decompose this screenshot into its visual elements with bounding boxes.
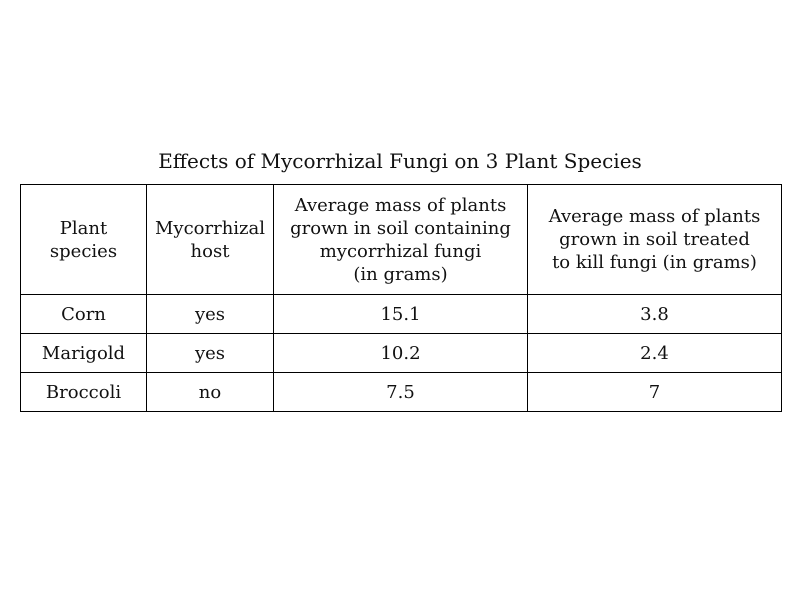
table-cell: 10.2	[273, 333, 528, 373]
header-cell-mass-fungi-killed: Average mass of plants grown in soil tre…	[527, 184, 782, 295]
table-cell: Broccoli	[20, 372, 147, 412]
data-table: Plant species Mycorrhizal host Average m…	[20, 184, 782, 412]
header-label: Average mass of plants grown in soil tre…	[548, 206, 761, 273]
table-row: Marigold yes 10.2 2.4	[20, 333, 782, 373]
table-cell: 7.5	[273, 372, 528, 412]
header-label: Average mass of plants grown in soil con…	[290, 194, 511, 285]
table-cell: 15.1	[273, 294, 528, 334]
table-cell: 7	[527, 372, 782, 412]
table-cell: Corn	[20, 294, 147, 334]
table-title: Effects of Mycorrhizal Fungi on 3 Plant …	[158, 149, 642, 173]
header-cell-plant-species: Plant species	[20, 184, 147, 295]
table-cell: 2.4	[527, 333, 782, 373]
table-row: Broccoli no 7.5 7	[20, 372, 782, 412]
table-row: Corn yes 15.1 3.8	[20, 294, 782, 334]
header-cell-mass-with-fungi: Average mass of plants grown in soil con…	[273, 184, 528, 295]
table-cell: no	[146, 372, 274, 412]
header-label: Plant species	[49, 217, 118, 262]
header-label: Mycorrhizal host	[154, 217, 266, 262]
table-cell: yes	[146, 294, 274, 334]
table-cell: 3.8	[527, 294, 782, 334]
header-cell-mycorrhizal-host: Mycorrhizal host	[146, 184, 274, 295]
table-cell: yes	[146, 333, 274, 373]
table-cell: Marigold	[20, 333, 147, 373]
header-row: Plant species Mycorrhizal host Average m…	[20, 184, 782, 295]
